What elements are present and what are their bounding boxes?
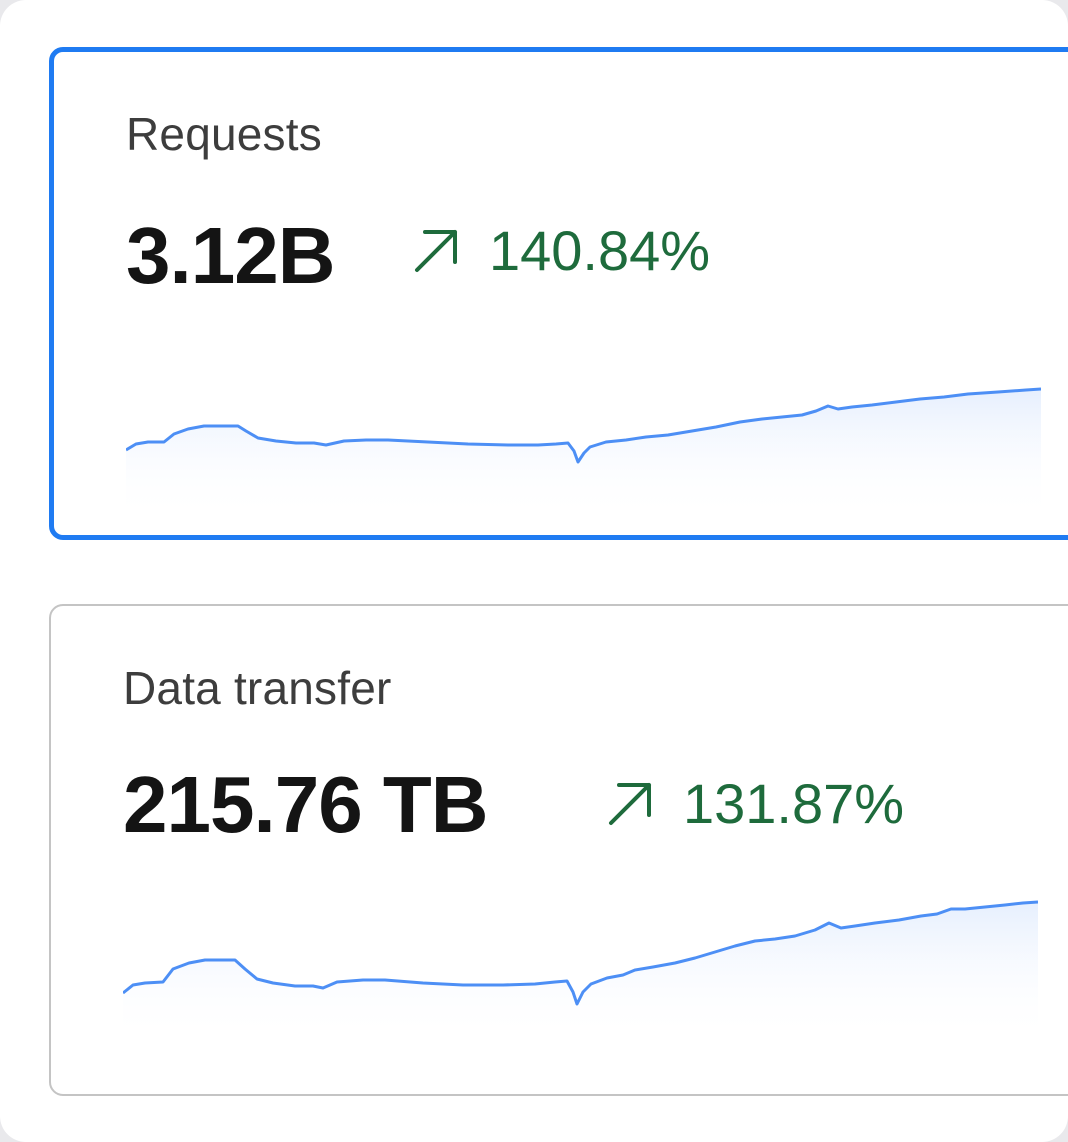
metric-card-data-transfer[interactable]: Data transfer 215.76 TB 131.87% [49,604,1068,1096]
metric-label: Data transfer [123,662,392,714]
arrow-up-right-icon [415,229,457,272]
data-transfer-sparkline [123,900,1038,1041]
requests-sparkline [126,387,1041,520]
change-indicator: 131.87% [605,771,904,836]
change-percent: 131.87% [683,772,905,835]
change-percent: 140.84% [489,219,711,282]
metric-value: 3.12B [126,211,335,300]
metric-label: Requests [126,108,322,160]
arrow-up-right-icon [609,782,651,825]
metric-card-requests[interactable]: Requests 3.12B 140.84% [49,47,1068,540]
change-indicator: 140.84% [411,218,710,283]
metric-value: 215.76 TB [123,760,489,849]
